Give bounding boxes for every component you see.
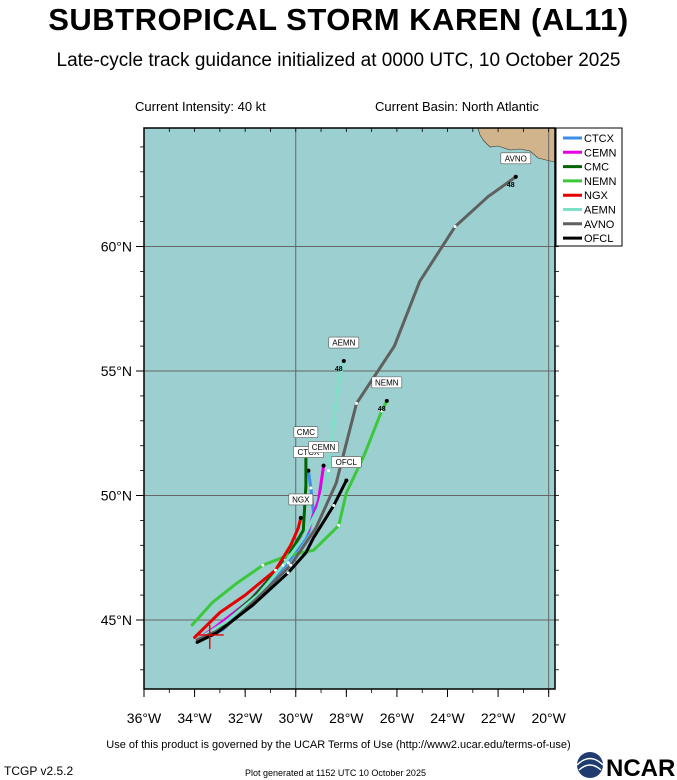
track-label-box: [328, 336, 360, 349]
axis-labels: 36°W 34°W 32°W 30°W 28°W 26°W 24°W 22°W 20°W 45°N…: [101, 239, 567, 727]
lat-tick-label: 45°N: [101, 612, 132, 628]
track-label-box: [500, 152, 532, 165]
lon-tick-label: 34°W: [177, 710, 212, 726]
lat-tick-label: 50°N: [101, 488, 132, 504]
legend-item-avno: AVNO: [584, 219, 615, 231]
ncar-logo-text: NCAR: [606, 755, 675, 780]
model-tracks: [190, 174, 518, 644]
track-label-cemn: CEMN: [312, 443, 336, 452]
track-endpoint: [513, 174, 518, 179]
track-ofcl: [195, 479, 348, 644]
track-label-box: [331, 456, 362, 468]
track-label-box: [288, 493, 314, 506]
map-border: [143, 127, 556, 690]
track-label-box: [293, 426, 319, 438]
legend-item-ofcl: OFCL: [584, 233, 613, 245]
terms-of-use: Use of this product is governed by the U…: [106, 739, 571, 751]
legend-item-ctcx: CTCX: [584, 133, 615, 145]
track-endpoint: [298, 515, 303, 520]
version-label: TCGP v2.5.2: [4, 764, 74, 778]
legend-item-ngx: NGX: [584, 190, 609, 202]
interval-marker: [354, 401, 358, 405]
generated-time: Plot generated at 1152 UTC 10 October 20…: [245, 768, 426, 778]
track-endpoint: [321, 463, 326, 468]
legend-box: [555, 127, 623, 247]
interval-marker: [380, 409, 384, 413]
current-basin: Current Basin: North Atlantic: [375, 99, 540, 114]
interval-marker: [337, 523, 341, 527]
track-aemn: [195, 359, 346, 642]
lon-tick-label: 24°W: [430, 710, 465, 726]
interval-marker: [289, 563, 293, 567]
track-endpoint: [384, 398, 389, 403]
track-avno: [195, 175, 518, 642]
interval-marker: [261, 563, 265, 567]
lon-tick-label: 30°W: [279, 710, 314, 726]
legend: CTCX CEMN CMC NEMN NGX AEMN AVNO OFCL: [555, 127, 623, 247]
lon-tick-label: 36°W: [127, 710, 162, 726]
legend-item-cemn: CEMN: [584, 147, 616, 159]
track-endpoint: [344, 478, 349, 483]
track-label-box: [308, 441, 339, 453]
lon-tick-label: 22°W: [481, 710, 516, 726]
storm-center-marker: [195, 624, 224, 649]
lon-tick-label: 26°W: [380, 710, 415, 726]
lon-tick-label: 28°W: [329, 710, 364, 726]
track-label-cmc: CMC: [297, 428, 315, 437]
track-label-box: [371, 376, 403, 389]
current-intensity: Current Intensity: 40 kt: [135, 99, 266, 114]
track-label-nemn: NEMN: [375, 378, 399, 387]
interval-marker: [327, 469, 331, 473]
legend-item-cmc: CMC: [584, 162, 609, 174]
lat-tick-label: 55°N: [101, 363, 132, 379]
interval-marker: [332, 503, 336, 507]
page-title: SUBTROPICAL STORM KAREN (AL11): [48, 2, 629, 37]
lon-tick-label: 32°W: [228, 710, 263, 726]
track-label-avno: AVNO: [505, 154, 527, 163]
ncar-logo: NCAR: [576, 752, 675, 780]
interval-marker: [309, 486, 313, 490]
interval-marker: [286, 571, 290, 575]
legend-item-nemn: NEMN: [584, 176, 616, 188]
forecast-hour-label: 48: [378, 406, 386, 413]
interval-marker: [286, 561, 290, 565]
track-label-aemn: AEMN: [332, 339, 355, 348]
forecast-hour-label: 48: [507, 182, 515, 189]
interval-marker: [453, 225, 457, 229]
lat-tick-label: 60°N: [101, 239, 132, 255]
forecast-hour-label: 48: [335, 366, 343, 373]
interval-marker: [281, 563, 285, 567]
lon-tick-label: 20°W: [531, 710, 566, 726]
track-label-ngx: NGX: [292, 495, 310, 504]
legend-item-aemn: AEMN: [584, 205, 616, 217]
track-nemn: [190, 399, 389, 627]
ocean-background: [144, 128, 555, 689]
page-subtitle: Late-cycle track guidance initialized at…: [56, 50, 621, 71]
track-endpoint: [341, 359, 346, 364]
track-label-ofcl: OFCL: [336, 458, 358, 467]
